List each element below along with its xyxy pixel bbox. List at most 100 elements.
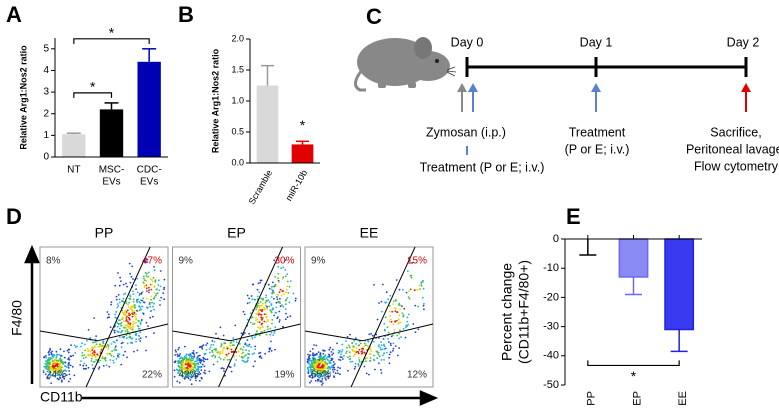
event-dot xyxy=(196,370,199,372)
event-dot xyxy=(130,327,133,330)
event-dot xyxy=(367,340,370,343)
event-dot xyxy=(233,344,235,346)
event-dot xyxy=(247,356,250,359)
event-dot xyxy=(208,348,211,350)
event-dot xyxy=(124,327,126,329)
event-dot xyxy=(182,360,184,362)
event-dot xyxy=(137,298,140,300)
event-dot xyxy=(341,349,344,351)
event-dot xyxy=(230,350,233,353)
event-dot xyxy=(96,353,98,356)
event-dot xyxy=(115,358,118,360)
event-dot xyxy=(399,308,401,310)
event-dot xyxy=(357,344,360,347)
event-dot xyxy=(392,342,395,345)
event-dot xyxy=(58,353,60,356)
event-dot xyxy=(193,353,196,355)
event-dot xyxy=(163,278,166,281)
event-dot xyxy=(382,354,384,357)
event-dot xyxy=(132,300,135,303)
event-dot xyxy=(48,363,51,365)
event-dot xyxy=(131,341,134,344)
event-dot xyxy=(139,340,142,342)
axis-label: F4/80 xyxy=(9,300,25,336)
event-dot xyxy=(283,293,285,295)
event-dot xyxy=(380,372,383,374)
event-dot xyxy=(45,356,47,359)
event-dot xyxy=(174,361,177,364)
event-dot xyxy=(328,366,331,369)
event-dot xyxy=(181,367,184,370)
event-dot xyxy=(258,291,261,293)
event-dot xyxy=(189,358,192,361)
event-dot xyxy=(51,350,53,353)
event-dot xyxy=(151,279,153,281)
event-dot xyxy=(280,295,283,297)
event-dot xyxy=(307,357,310,360)
event-dot xyxy=(326,363,329,366)
event-dot xyxy=(327,369,329,372)
event-dot xyxy=(177,348,180,351)
event-dot xyxy=(332,361,335,363)
event-dot xyxy=(215,349,217,352)
event-dot xyxy=(222,334,225,337)
event-dot xyxy=(376,351,379,354)
event-dot xyxy=(342,358,344,360)
event-dot xyxy=(277,316,279,318)
event-dot xyxy=(321,384,323,386)
event-dot xyxy=(151,280,154,283)
event-dot xyxy=(193,373,196,376)
event-dot xyxy=(45,367,48,369)
event-dot xyxy=(194,364,197,367)
event-dot xyxy=(148,303,151,305)
event-dot xyxy=(378,302,380,304)
event-dot xyxy=(318,374,321,377)
event-dot xyxy=(311,354,314,356)
event-dot xyxy=(267,320,269,322)
event-dot xyxy=(349,361,352,363)
event-dot xyxy=(55,372,58,374)
event-dot xyxy=(319,353,322,356)
event-dot xyxy=(242,356,244,359)
x-tick-label: Scramble xyxy=(247,168,275,206)
event-dot xyxy=(116,303,119,305)
event-dot xyxy=(257,313,260,316)
event-dot xyxy=(148,291,150,294)
event-dot xyxy=(93,341,95,344)
event-dot xyxy=(185,367,188,369)
event-dot xyxy=(366,345,369,347)
event-dot xyxy=(327,377,330,380)
y-tick-label: -40 xyxy=(543,350,559,362)
event-dot xyxy=(248,332,251,335)
event-dot xyxy=(95,343,98,346)
event-dot xyxy=(230,348,233,351)
event-dot xyxy=(94,345,96,348)
event-dot xyxy=(187,362,190,365)
event-dot xyxy=(372,340,375,343)
event-dot xyxy=(396,311,399,313)
event-dot xyxy=(125,324,127,327)
event-dot xyxy=(125,302,128,305)
event-dot xyxy=(399,321,402,324)
event-dot xyxy=(187,365,189,368)
event-dot xyxy=(129,281,132,284)
event-dot xyxy=(277,277,279,279)
event-dot xyxy=(178,354,180,357)
event-dot xyxy=(307,371,310,373)
event-dot xyxy=(325,357,328,360)
event-dot xyxy=(243,313,246,316)
event-dot xyxy=(340,356,343,358)
event-dot xyxy=(48,361,51,363)
event-dot xyxy=(117,322,120,325)
event-dot xyxy=(135,288,138,290)
event-dot xyxy=(138,309,141,312)
event-dot xyxy=(256,295,259,298)
event-dot xyxy=(376,318,379,321)
event-dot xyxy=(398,302,401,305)
event-dot xyxy=(80,345,82,348)
event-dot xyxy=(50,374,52,377)
event-dot xyxy=(388,320,391,323)
event-dot xyxy=(61,360,63,363)
event-dot xyxy=(259,355,262,358)
event-dot xyxy=(156,288,158,290)
